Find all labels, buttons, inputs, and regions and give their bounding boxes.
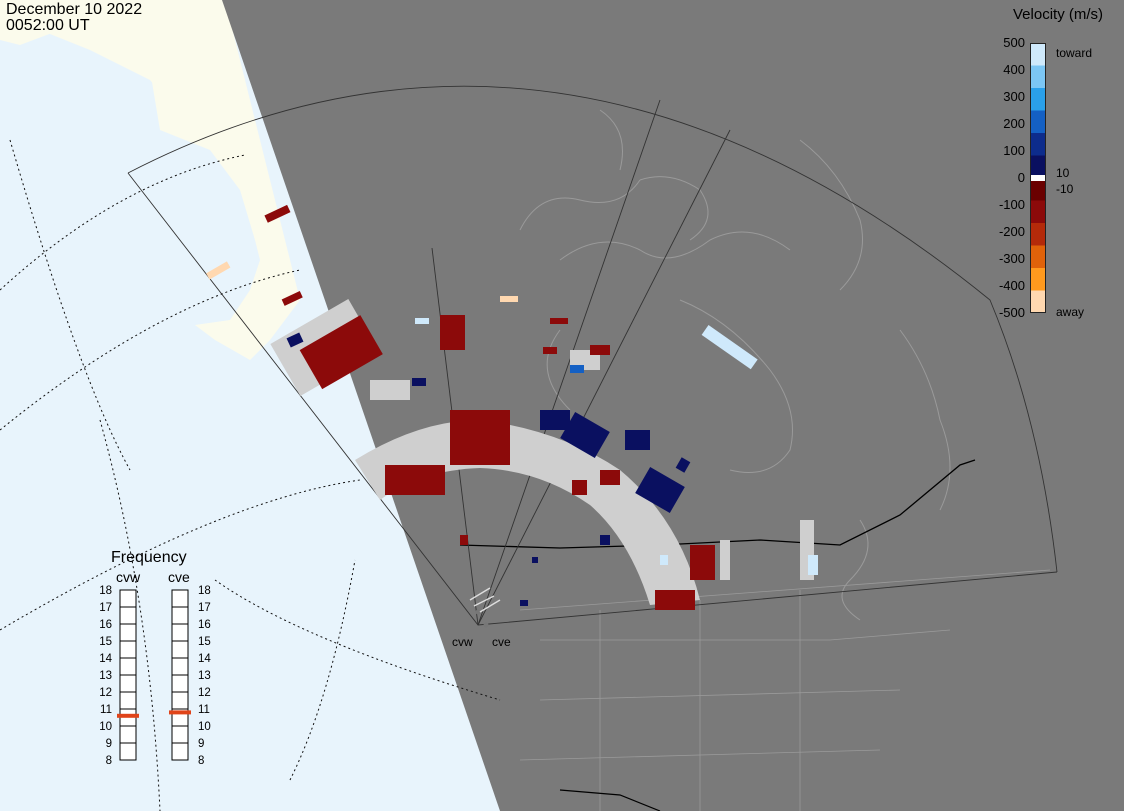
frequency-tick-right: 14 bbox=[198, 653, 211, 665]
velocity-tick: 200 bbox=[1003, 116, 1025, 131]
frequency-tick-right: 17 bbox=[198, 602, 211, 614]
velocity-cells bbox=[206, 204, 818, 610]
frequency-gauges: 18 18 17 17 16 16 15 15 14 14 13 13 12 12 11 11 10 10 9 9 8 8 bbox=[99, 585, 211, 767]
latitude-grid bbox=[0, 139, 501, 811]
colorbar-segment bbox=[1030, 290, 1046, 313]
frequency-marker bbox=[169, 710, 191, 715]
frequency-tick-right: 9 bbox=[198, 738, 204, 750]
colorbar-zero-band bbox=[1030, 175, 1046, 181]
frequency-tick-left: 15 bbox=[99, 636, 112, 648]
velocity-tick: -300 bbox=[998, 251, 1025, 266]
frequency-tick-left: 10 bbox=[99, 721, 112, 733]
velocity-tick: -100 bbox=[998, 197, 1025, 212]
frequency-cell bbox=[119, 742, 137, 761]
frequency-cell bbox=[119, 623, 137, 642]
frequency-cell bbox=[171, 742, 189, 761]
colorbar-segment bbox=[1030, 200, 1046, 224]
velocity-tick: -500 bbox=[998, 305, 1025, 320]
frequency-cell bbox=[171, 640, 189, 659]
land-night bbox=[222, 0, 1124, 811]
colorbar-segment bbox=[1030, 88, 1046, 111]
velocity-legend-title: Velocity (m/s) bbox=[1013, 6, 1104, 23]
frequency-tick-left: 9 bbox=[106, 738, 112, 750]
frequency-tick-left: 12 bbox=[99, 687, 112, 699]
frequency-cell bbox=[119, 589, 137, 608]
frequency-tick-left: 18 bbox=[99, 585, 112, 597]
colorbar-segment bbox=[1030, 133, 1046, 156]
coastlines bbox=[519, 109, 951, 621]
colorbar-segment bbox=[1030, 178, 1046, 201]
colorbar-segment bbox=[1030, 43, 1046, 66]
frequency-tick-right: 8 bbox=[198, 755, 204, 767]
velocity-tick: 300 bbox=[1003, 89, 1025, 104]
frequency-tick-right: 12 bbox=[198, 687, 211, 699]
frequency-cell bbox=[119, 606, 137, 625]
frequency-tick-left: 11 bbox=[100, 704, 112, 716]
minus10-label: -10 bbox=[1056, 182, 1074, 196]
frequency-cell bbox=[171, 674, 189, 693]
colorbar-frame bbox=[1030, 43, 1046, 313]
frequency-cell bbox=[119, 691, 137, 710]
land-daylight-2 bbox=[0, 0, 290, 270]
frequency-cell bbox=[119, 657, 137, 676]
velocity-tick: 100 bbox=[1003, 143, 1025, 158]
frequency-cell bbox=[119, 640, 137, 659]
colorbar-segment bbox=[1030, 268, 1046, 291]
frequency-tick-right: 13 bbox=[198, 670, 211, 682]
frequency-tick-left: 16 bbox=[99, 619, 112, 631]
colorbar-segment bbox=[1030, 110, 1046, 134]
frequency-cell bbox=[171, 657, 189, 676]
colorbar-segment bbox=[1030, 245, 1046, 269]
site-label-cvw: cvw bbox=[452, 635, 473, 649]
colorbar-segment bbox=[1030, 223, 1046, 246]
radar-site-markers bbox=[469, 587, 501, 628]
frequency-tick-right: 10 bbox=[198, 721, 211, 733]
mexico-border bbox=[559, 789, 661, 811]
frequency-tick-left: 14 bbox=[99, 653, 112, 665]
field-of-view bbox=[127, 85, 1058, 626]
velocity-tick: -400 bbox=[998, 278, 1025, 293]
frequency-tick-left: 17 bbox=[99, 602, 112, 614]
frequency-cell bbox=[171, 725, 189, 744]
colorbar-segment bbox=[1030, 155, 1046, 179]
frequency-tick-right: 15 bbox=[198, 636, 211, 648]
frequency-tick-right: 16 bbox=[198, 619, 211, 631]
frequency-tick-left: 8 bbox=[106, 755, 112, 767]
velocity-tick: -200 bbox=[998, 224, 1025, 239]
frequency-cell bbox=[171, 623, 189, 642]
date-label: December 10 2022 bbox=[6, 1, 143, 18]
plus10-label: 10 bbox=[1056, 166, 1070, 180]
time-label: 0052:00 UT bbox=[6, 17, 90, 34]
velocity-tick: 500 bbox=[1003, 35, 1025, 50]
frequency-cell bbox=[171, 589, 189, 608]
frequency-tick-right: 11 bbox=[198, 704, 210, 716]
velocity-tick: 0 bbox=[1017, 170, 1025, 185]
frequency-tick-right: 18 bbox=[198, 585, 211, 597]
frequency-marker bbox=[117, 713, 139, 718]
state-borders bbox=[519, 569, 1051, 811]
velocity-colorbar bbox=[1030, 43, 1046, 313]
radar-label-cve: cve bbox=[168, 569, 190, 585]
frequency-title: Frequency bbox=[111, 549, 187, 566]
velocity-tick: 400 bbox=[1003, 62, 1025, 77]
frequency-cell bbox=[119, 674, 137, 693]
frequency-cell bbox=[171, 606, 189, 625]
site-label-cve: cve bbox=[492, 635, 511, 649]
toward-label: toward bbox=[1056, 46, 1093, 60]
frequency-cell bbox=[119, 725, 137, 744]
colorbar-segment bbox=[1030, 65, 1046, 89]
frequency-tick-left: 13 bbox=[99, 670, 112, 682]
radar-label-cvw: cvw bbox=[116, 569, 141, 585]
frequency-cell bbox=[171, 691, 189, 710]
away-label: away bbox=[1056, 305, 1085, 319]
